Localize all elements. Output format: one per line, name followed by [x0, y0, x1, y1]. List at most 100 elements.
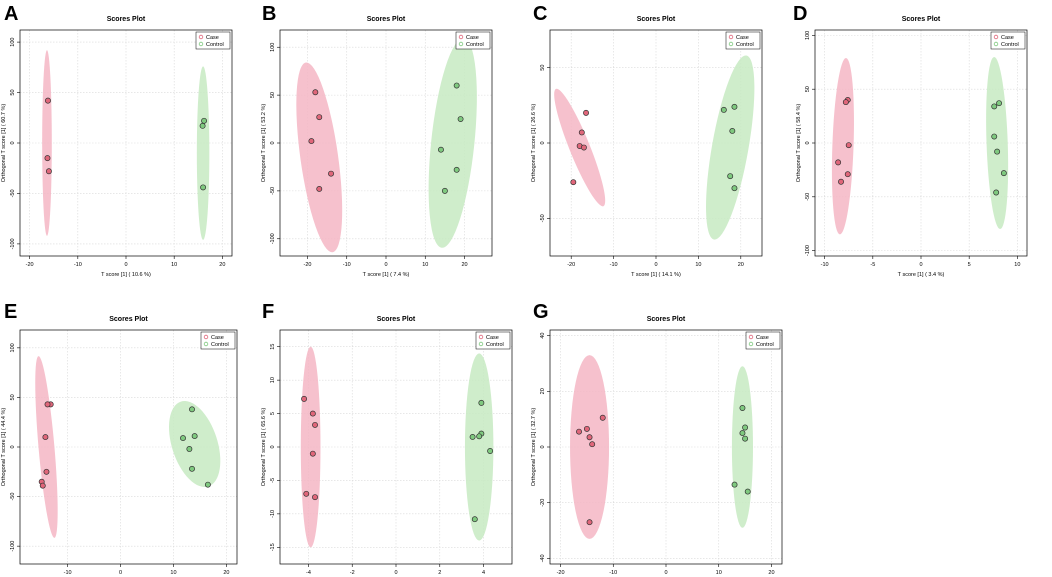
legend-box — [990, 31, 1026, 50]
data-point-control — [487, 448, 494, 454]
x-tick-label: 0 — [664, 570, 667, 576]
x-tick-label: 10 — [171, 262, 177, 268]
data-point-case — [44, 97, 51, 104]
plot-title: Scores Plot — [902, 16, 941, 23]
data-point-control — [471, 516, 478, 523]
legend-box — [200, 331, 236, 350]
y-tick-label: 50 — [270, 92, 276, 98]
data-point-control — [993, 189, 1000, 196]
y-tick-label: 50 — [10, 394, 16, 400]
data-point-case — [309, 450, 316, 457]
y-tick-label: -20 — [540, 499, 546, 507]
y-tick-label: -50 — [540, 214, 546, 222]
legend-label: Control — [486, 342, 504, 348]
y-tick-label: 0 — [270, 445, 276, 448]
legend-marker-control — [478, 341, 484, 347]
confidence-ellipse-control — [428, 38, 477, 248]
y-tick-label: 0 — [270, 141, 276, 144]
x-tick-label: -4 — [306, 570, 311, 576]
data-point-case — [308, 138, 315, 145]
x-tick-label: 0 — [919, 262, 922, 268]
grid — [20, 30, 232, 256]
x-tick-label: -20 — [304, 262, 312, 268]
data-point-control — [438, 146, 444, 153]
data-point-control — [991, 103, 998, 110]
legend-marker-control — [198, 41, 204, 47]
y-tick-label: 50 — [10, 89, 16, 95]
x-tick-label: 10 — [170, 570, 176, 576]
y-tick-label: -100 — [10, 238, 16, 249]
confidence-ellipse-case — [42, 50, 52, 236]
x-tick-label: 20 — [219, 262, 225, 268]
data-point-case — [844, 171, 851, 178]
legend-box — [455, 31, 491, 50]
data-point-control — [994, 148, 1001, 155]
panel-letter: G — [533, 301, 549, 323]
data-point-control — [180, 435, 186, 442]
data-point-control — [201, 117, 208, 124]
plot-title: Scores Plot — [107, 16, 146, 23]
legend-marker-case — [478, 334, 484, 340]
plot-title: Scores Plot — [377, 316, 416, 323]
legend-label: Control — [756, 342, 774, 348]
plot-title: Scores Plot — [109, 316, 148, 323]
y-tick-label: -50 — [805, 193, 811, 201]
y-tick-label: 15 — [270, 344, 276, 350]
y-tick-label: 0 — [10, 141, 16, 144]
legend-marker-case — [198, 34, 204, 40]
x-tick-label: -10 — [610, 262, 618, 268]
y-tick-label: 5 — [270, 412, 276, 415]
legend-label: Case — [1001, 35, 1014, 41]
confidence-ellipse-control — [464, 353, 494, 541]
data-point-control — [453, 82, 460, 89]
legend-label: Case — [211, 335, 224, 341]
data-point-control — [469, 434, 476, 440]
legend-marker-control — [748, 341, 754, 347]
x-tick-label: 2 — [438, 570, 441, 576]
panel-letter: A — [4, 3, 18, 25]
x-tick-label: 5 — [968, 262, 971, 268]
data-point-control — [731, 185, 738, 192]
x-tick-label: 10 — [422, 262, 428, 268]
data-point-control — [720, 106, 727, 113]
y-tick-label: -100 — [805, 245, 811, 256]
data-point-case — [599, 414, 606, 421]
x-tick-label: 20 — [738, 262, 744, 268]
y-tick-label: -100 — [10, 541, 16, 552]
x-tick-label: -20 — [26, 262, 34, 268]
legend-label: Control — [466, 42, 484, 48]
data-point-control — [729, 127, 736, 134]
legend-box — [745, 331, 781, 350]
data-point-case — [312, 494, 318, 501]
data-point-control — [478, 399, 485, 406]
legend-marker-case — [993, 34, 999, 40]
legend-label: Control — [211, 342, 229, 348]
data-point-control — [996, 100, 1003, 107]
data-point-case — [312, 89, 319, 96]
legend-label: Control — [1001, 42, 1019, 48]
confidence-ellipse-case — [296, 62, 343, 253]
data-point-case — [42, 434, 49, 441]
data-point-case — [838, 178, 844, 185]
x-tick-label: 20 — [223, 570, 229, 576]
legend-box — [725, 31, 761, 50]
confidence-ellipse-control — [986, 56, 1009, 230]
y-tick-label: -15 — [270, 543, 276, 551]
y-tick-label: -40 — [540, 554, 546, 562]
y-tick-label: 100 — [805, 31, 811, 40]
data-point-control — [1000, 170, 1007, 177]
data-point-case — [842, 99, 849, 106]
y-tick-label: -50 — [10, 493, 16, 501]
data-point-case — [835, 159, 842, 166]
y-tick-label: 10 — [270, 377, 276, 383]
x-tick-label: 20 — [768, 570, 774, 576]
x-tick-label: -2 — [350, 570, 355, 576]
data-point-control — [186, 446, 193, 452]
confidence-ellipse-case — [300, 346, 321, 548]
legend-marker-control — [458, 41, 464, 47]
